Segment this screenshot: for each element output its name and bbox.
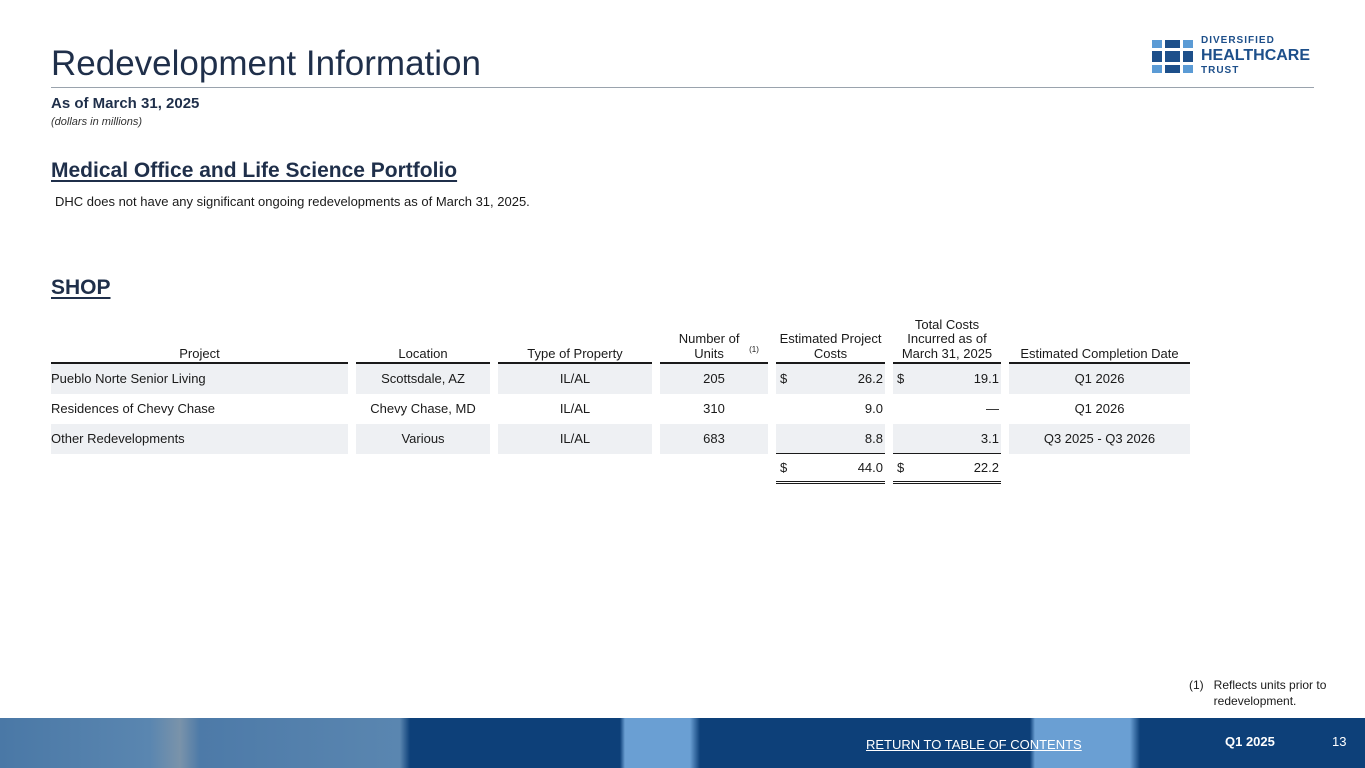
col-project: Project — [51, 318, 348, 364]
project-cell: Residences of Chevy Chase — [51, 401, 216, 417]
company-logo: DIVERSIFIED HEALTHCARE TRUST — [1152, 36, 1310, 76]
units-cell: 310 — [703, 401, 725, 417]
as-of-date: As of March 31, 2025 — [51, 95, 200, 112]
logo-line1: DIVERSIFIED — [1201, 35, 1275, 46]
units-note: (dollars in millions) — [51, 116, 143, 128]
table-row: Pueblo Norte Senior Living Scottsdale, A… — [51, 363, 1190, 394]
costs-incurred-cell: 3.1 — [893, 423, 1001, 454]
date-cell: Q3 2025 - Q3 2026 — [1009, 423, 1190, 454]
col-location: Location — [356, 318, 490, 364]
type-cell: IL/AL — [559, 401, 591, 417]
costs-incurred-cell: $19.1 — [893, 363, 1001, 394]
location-cell: Scottsdale, AZ — [356, 363, 490, 394]
return-to-toc-link[interactable]: RETURN TO TABLE OF CONTENTS — [866, 737, 1082, 752]
units-cell: 205 — [660, 363, 768, 394]
shop-redevelopment-table: Project Location Type of Property Number… — [43, 317, 1198, 484]
col-est-costs: Estimated Project Costs — [776, 318, 885, 364]
col-units: Number of Units (1) — [660, 318, 768, 364]
total-incurred-cell: $22.2 — [893, 454, 1001, 484]
mob-note: DHC does not have any significant ongoin… — [55, 194, 530, 209]
units-cell: 683 — [660, 423, 768, 454]
est-costs-cell: $26.2 — [776, 363, 885, 394]
page-title: Redevelopment Information — [51, 44, 481, 83]
shop-heading: SHOP — [51, 276, 111, 299]
total-est-cell: $44.0 — [776, 454, 885, 484]
mob-heading: Medical Office and Life Science Portfoli… — [51, 159, 458, 182]
col-costs-incurred: Total Costs Incurred as of March 31, 202… — [893, 317, 1001, 364]
col-type: Type of Property — [498, 318, 652, 364]
col-completion-date: Estimated Completion Date — [1009, 318, 1190, 364]
table-row: Residences of Chevy Chase Chevy Chase, M… — [51, 394, 1190, 424]
project-cell: Pueblo Norte Senior Living — [51, 363, 348, 394]
location-cell: Chevy Chase, MD — [370, 401, 476, 417]
est-costs-cell: 8.8 — [776, 423, 885, 454]
total-row: $44.0 $22.2 — [51, 454, 1190, 484]
footer-banner — [0, 718, 1365, 768]
project-cell: Other Redevelopments — [51, 423, 348, 454]
footnote: (1) Reflects units prior to redevelopment… — [1189, 678, 1327, 708]
logo-line2: HEALTHCARE — [1201, 47, 1311, 64]
table-row: Other Redevelopments Various IL/AL 683 8… — [51, 423, 1190, 454]
logo-grid-icon — [1152, 39, 1193, 73]
logo-line3: TRUST — [1201, 65, 1240, 76]
type-cell: IL/AL — [498, 423, 652, 454]
quarter-label: Q1 2025 — [1225, 734, 1275, 749]
costs-incurred-cell: — — [986, 401, 999, 417]
location-cell: Various — [356, 423, 490, 454]
type-cell: IL/AL — [498, 363, 652, 394]
date-cell: Q1 2026 — [1009, 363, 1190, 394]
page-number: 13 — [1332, 734, 1347, 749]
est-costs-cell: 9.0 — [864, 401, 883, 417]
date-cell: Q1 2026 — [1074, 401, 1125, 417]
title-divider — [51, 87, 1314, 88]
